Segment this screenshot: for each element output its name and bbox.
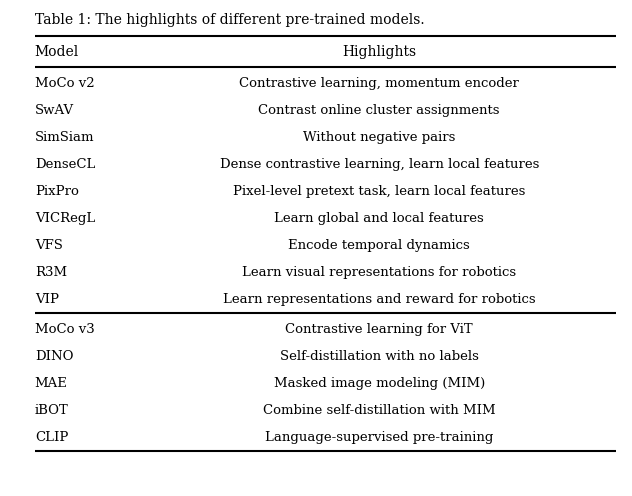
Text: Self-distillation with no labels: Self-distillation with no labels <box>280 350 478 363</box>
Text: Encode temporal dynamics: Encode temporal dynamics <box>288 239 470 252</box>
Text: iBOT: iBOT <box>35 404 68 417</box>
Text: SimSiam: SimSiam <box>35 131 94 144</box>
Text: Pixel-level pretext task, learn local features: Pixel-level pretext task, learn local fe… <box>233 185 525 198</box>
Text: VFS: VFS <box>35 239 63 252</box>
Text: MoCo v3: MoCo v3 <box>35 323 95 336</box>
Text: Contrastive learning, momentum encoder: Contrastive learning, momentum encoder <box>240 77 519 90</box>
Text: Learn global and local features: Learn global and local features <box>274 212 484 225</box>
Text: PixPro: PixPro <box>35 185 78 198</box>
Text: VICRegL: VICRegL <box>35 212 95 225</box>
Text: Without negative pairs: Without negative pairs <box>303 131 456 144</box>
Text: Combine self-distillation with MIM: Combine self-distillation with MIM <box>263 404 495 417</box>
Text: VIP: VIP <box>35 293 59 306</box>
Text: R3M: R3M <box>35 266 67 279</box>
Text: MAE: MAE <box>35 377 68 390</box>
Text: DenseCL: DenseCL <box>35 158 95 171</box>
Text: SwAV: SwAV <box>35 104 74 117</box>
Text: Model: Model <box>35 45 79 59</box>
Text: CLIP: CLIP <box>35 431 68 444</box>
Text: Language-supervised pre-training: Language-supervised pre-training <box>265 431 494 444</box>
Text: Learn visual representations for robotics: Learn visual representations for robotic… <box>242 266 516 279</box>
Text: Contrastive learning for ViT: Contrastive learning for ViT <box>286 323 473 336</box>
Text: Learn representations and reward for robotics: Learn representations and reward for rob… <box>223 293 535 306</box>
Text: DINO: DINO <box>35 350 73 363</box>
Text: Masked image modeling (MIM): Masked image modeling (MIM) <box>274 377 485 390</box>
Text: MoCo v2: MoCo v2 <box>35 77 94 90</box>
Text: Contrast online cluster assignments: Contrast online cluster assignments <box>258 104 500 117</box>
Text: Highlights: Highlights <box>342 45 416 59</box>
Text: Table 1: The highlights of different pre-trained models.: Table 1: The highlights of different pre… <box>35 13 424 27</box>
Text: Dense contrastive learning, learn local features: Dense contrastive learning, learn local … <box>219 158 539 171</box>
